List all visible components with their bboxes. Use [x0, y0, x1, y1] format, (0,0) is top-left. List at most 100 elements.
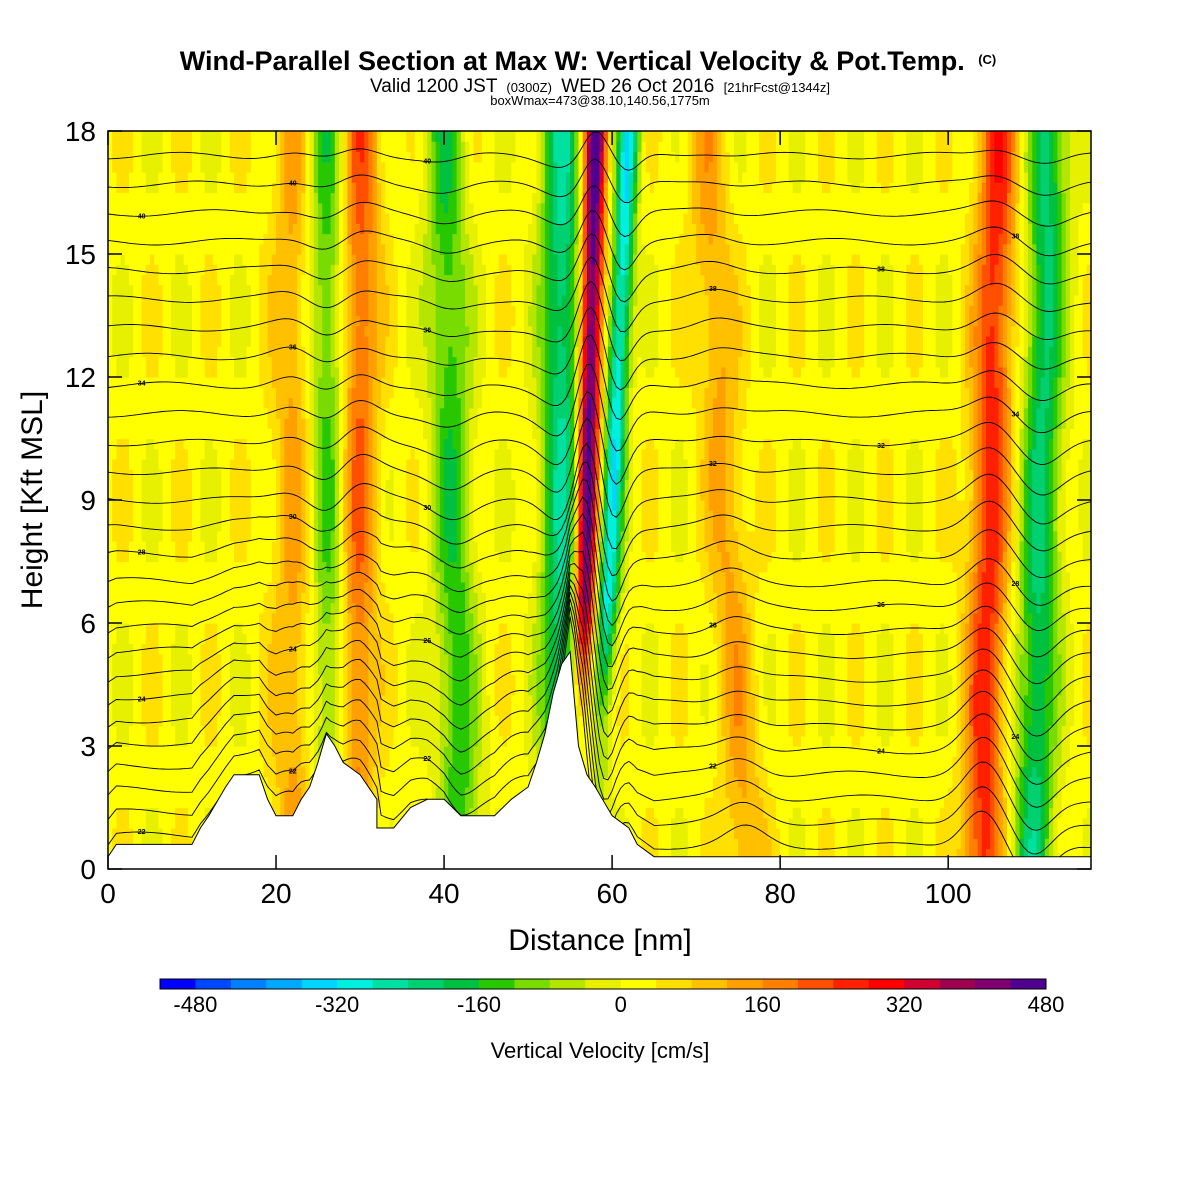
w-cell	[372, 571, 378, 583]
w-cell	[393, 612, 399, 624]
w-cell	[280, 254, 286, 265]
w-cell	[313, 377, 319, 388]
w-cell	[213, 366, 218, 378]
w-cell	[334, 202, 340, 214]
w-cell	[309, 202, 315, 214]
w-cell	[221, 377, 227, 388]
w-cell	[250, 192, 256, 204]
w-cell	[351, 664, 357, 675]
w-cell	[171, 735, 176, 747]
w-cell	[309, 284, 315, 296]
w-cell	[166, 643, 172, 655]
w-cell	[276, 479, 281, 491]
w-cell	[234, 377, 239, 388]
w-cell	[246, 274, 252, 286]
w-cell	[330, 623, 336, 634]
w-cell	[330, 346, 336, 358]
w-cell	[368, 448, 374, 460]
w-cell	[309, 448, 315, 460]
w-cell	[305, 530, 311, 542]
w-cell	[229, 510, 235, 522]
w-cell	[158, 787, 164, 798]
w-cell	[276, 561, 281, 573]
w-cell	[246, 428, 252, 440]
w-cell	[133, 592, 139, 604]
w-cell	[238, 674, 244, 686]
w-cell	[183, 274, 189, 286]
w-cell	[305, 500, 311, 511]
w-cell	[376, 202, 382, 214]
w-cell	[162, 418, 168, 429]
w-cell	[158, 336, 164, 347]
w-cell	[108, 448, 113, 460]
w-cell	[381, 459, 386, 470]
w-cell	[288, 459, 294, 470]
w-cell	[280, 274, 286, 286]
w-cell	[276, 592, 281, 604]
w-cell	[343, 684, 349, 696]
w-cell	[372, 274, 378, 286]
w-cell	[284, 551, 290, 563]
w-cell	[263, 582, 269, 593]
w-cell	[108, 397, 113, 409]
w-cell	[284, 213, 290, 224]
w-cell	[124, 633, 130, 645]
w-cell	[229, 674, 235, 686]
w-cell	[267, 223, 273, 235]
w-cell	[112, 213, 117, 224]
w-cell	[292, 664, 298, 675]
w-cell	[318, 336, 323, 347]
w-cell	[242, 428, 248, 440]
w-cell	[347, 541, 353, 552]
w-cell	[175, 766, 181, 778]
w-cell	[355, 438, 361, 450]
w-cell	[183, 377, 189, 388]
w-cell	[204, 643, 210, 655]
w-cell	[208, 418, 214, 429]
w-cell	[301, 233, 307, 245]
w-cell	[200, 705, 206, 716]
w-cell	[255, 510, 260, 522]
w-cell	[288, 520, 294, 532]
w-cell	[271, 643, 277, 655]
w-cell	[381, 264, 386, 276]
w-cell	[213, 766, 218, 778]
w-cell	[318, 602, 323, 614]
w-cell	[112, 520, 117, 532]
w-cell	[150, 705, 155, 716]
w-cell	[221, 479, 227, 491]
w-cell	[376, 243, 382, 255]
w-cell	[292, 797, 298, 809]
w-cell	[133, 561, 139, 573]
w-cell	[120, 797, 126, 809]
w-cell	[133, 715, 139, 727]
w-cell	[250, 520, 256, 532]
w-cell	[179, 233, 185, 245]
w-cell	[129, 592, 134, 604]
w-cell	[137, 489, 143, 501]
w-cell	[242, 715, 248, 727]
w-cell	[267, 448, 273, 460]
w-cell	[364, 161, 370, 173]
w-cell	[175, 418, 181, 429]
w-cell	[217, 254, 223, 265]
w-cell	[154, 274, 160, 286]
w-cell	[116, 838, 122, 850]
w-cell	[154, 387, 160, 399]
w-cell	[221, 489, 227, 501]
w-cell	[208, 776, 214, 788]
w-cell	[385, 664, 391, 675]
w-cell	[267, 428, 273, 440]
w-cell	[225, 582, 231, 593]
w-cell	[351, 284, 357, 296]
w-cell	[200, 387, 206, 399]
w-cell	[280, 715, 286, 727]
w-cell	[154, 151, 160, 163]
w-cell	[141, 551, 147, 563]
w-cell	[238, 561, 244, 573]
w-cell	[292, 336, 298, 347]
w-cell	[192, 653, 197, 665]
w-cell	[183, 428, 189, 440]
w-cell	[137, 356, 143, 368]
w-cell	[280, 725, 286, 737]
